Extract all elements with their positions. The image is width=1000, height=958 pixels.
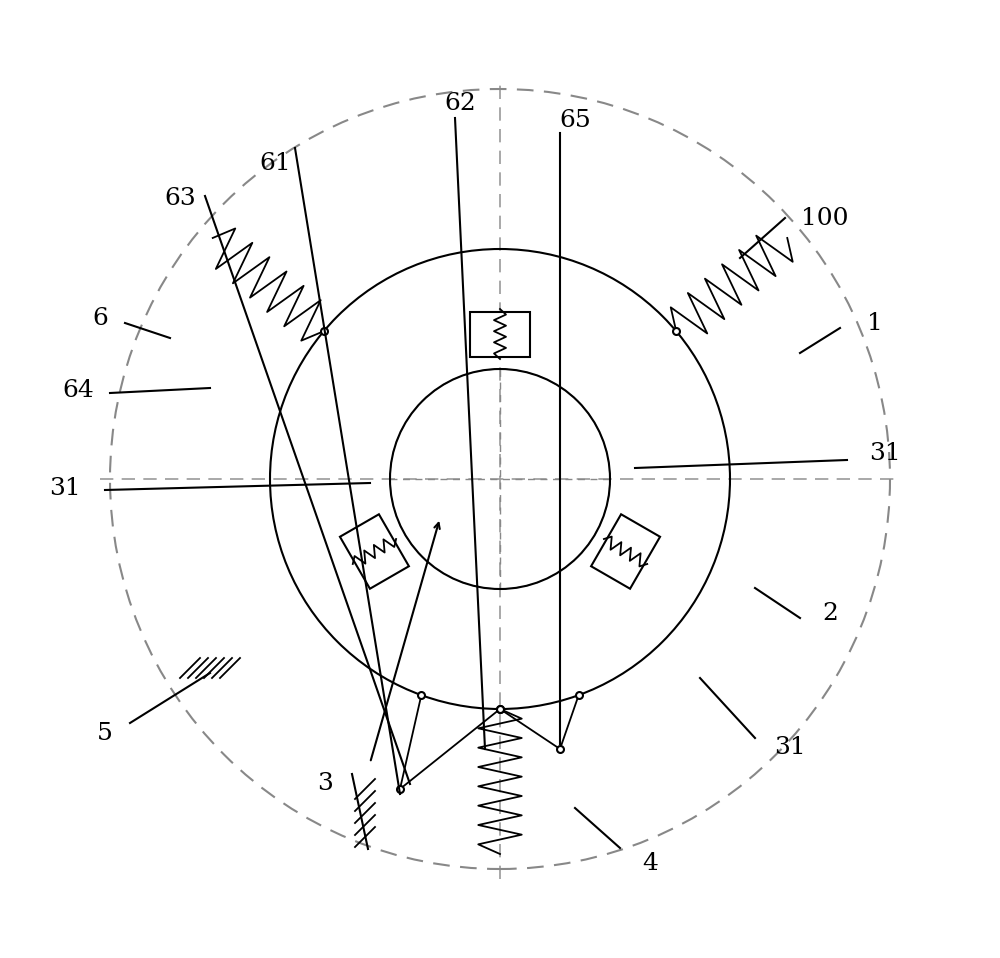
Text: 6: 6 — [92, 307, 108, 330]
Text: 100: 100 — [801, 207, 849, 230]
Bar — [591, 514, 660, 589]
Text: 65: 65 — [559, 108, 591, 131]
Text: 31: 31 — [49, 476, 81, 499]
Text: 1: 1 — [867, 311, 883, 334]
Bar — [340, 514, 409, 589]
Text: 5: 5 — [97, 721, 113, 744]
Text: 64: 64 — [62, 378, 94, 401]
Text: 61: 61 — [259, 151, 291, 174]
Text: 4: 4 — [642, 852, 658, 875]
Bar — [470, 311, 530, 356]
Text: 63: 63 — [164, 187, 196, 210]
Text: 62: 62 — [444, 92, 476, 115]
Text: 31: 31 — [869, 442, 901, 465]
Text: 31: 31 — [774, 737, 806, 760]
Text: 2: 2 — [822, 602, 838, 625]
Text: 3: 3 — [317, 771, 333, 794]
